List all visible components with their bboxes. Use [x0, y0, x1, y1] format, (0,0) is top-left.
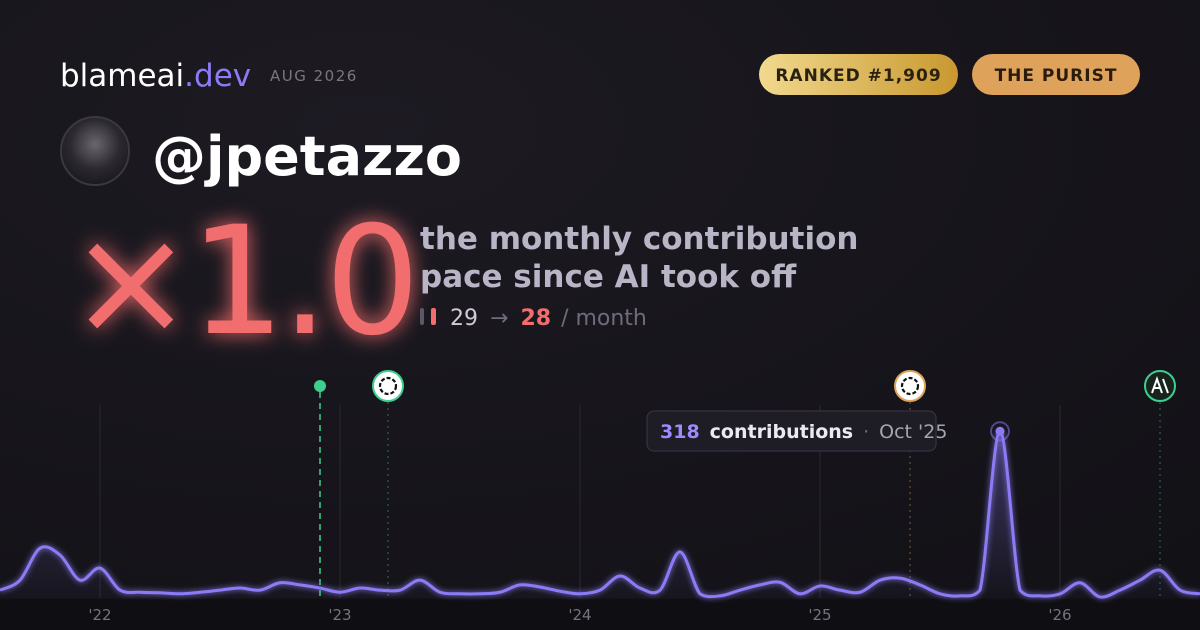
tooltip-label: contributions — [710, 421, 853, 443]
event-dot — [314, 380, 326, 392]
x-tick-label: '26 — [1048, 606, 1071, 624]
axis-strip — [0, 599, 1200, 630]
event-icon — [372, 370, 404, 402]
pace: 29 → 28 / month — [450, 306, 647, 331]
pace-icon-after — [431, 308, 436, 325]
multiplier: ×1.0 — [68, 195, 416, 369]
x-tick-label: '24 — [568, 606, 591, 624]
username: @jpetazzo — [152, 125, 462, 188]
brand-suffix: .dev — [184, 58, 251, 94]
avatar — [60, 116, 130, 186]
rank-badge — [759, 54, 958, 95]
tooltip-text: 318 contributions · Oct '25 — [660, 421, 947, 443]
line — [0, 429, 1200, 599]
tooltip — [646, 410, 937, 452]
type-text: THE PURIST — [995, 66, 1118, 86]
event-icon — [894, 370, 926, 402]
pace-arrow: → — [490, 306, 508, 331]
caption-line: the monthly contribution — [420, 221, 858, 257]
x-tick-label: '23 — [328, 606, 351, 624]
plot — [0, 421, 1200, 599]
anthropic-logo — [1151, 376, 1169, 394]
x-tick-label: '22 — [88, 606, 111, 624]
peak-dot — [995, 426, 1005, 436]
tooltip-period: Oct '25 — [879, 421, 947, 443]
type-badge — [972, 54, 1140, 95]
pace-icon-before — [420, 308, 424, 325]
x-tick-label: '25 — [808, 606, 831, 624]
openai-logo — [378, 376, 398, 396]
rank-text: RANKED #1,909 — [775, 66, 941, 86]
peak-marker — [990, 421, 1010, 442]
grid: '22 '23 '24 '25 '26 — [88, 405, 1072, 624]
tooltip-value: 318 — [660, 421, 700, 443]
pace-before: 29 — [450, 306, 478, 331]
pace-after: 28 — [520, 306, 551, 331]
caption-line: pace since AI took off — [420, 259, 797, 295]
openai-logo — [900, 376, 920, 396]
date: AUG 2026 — [270, 67, 358, 85]
tooltip-separator: · — [863, 421, 869, 443]
brand-name: blameai — [60, 58, 184, 94]
brand: blameai.dev — [60, 58, 251, 94]
pace-unit: / month — [561, 306, 647, 331]
